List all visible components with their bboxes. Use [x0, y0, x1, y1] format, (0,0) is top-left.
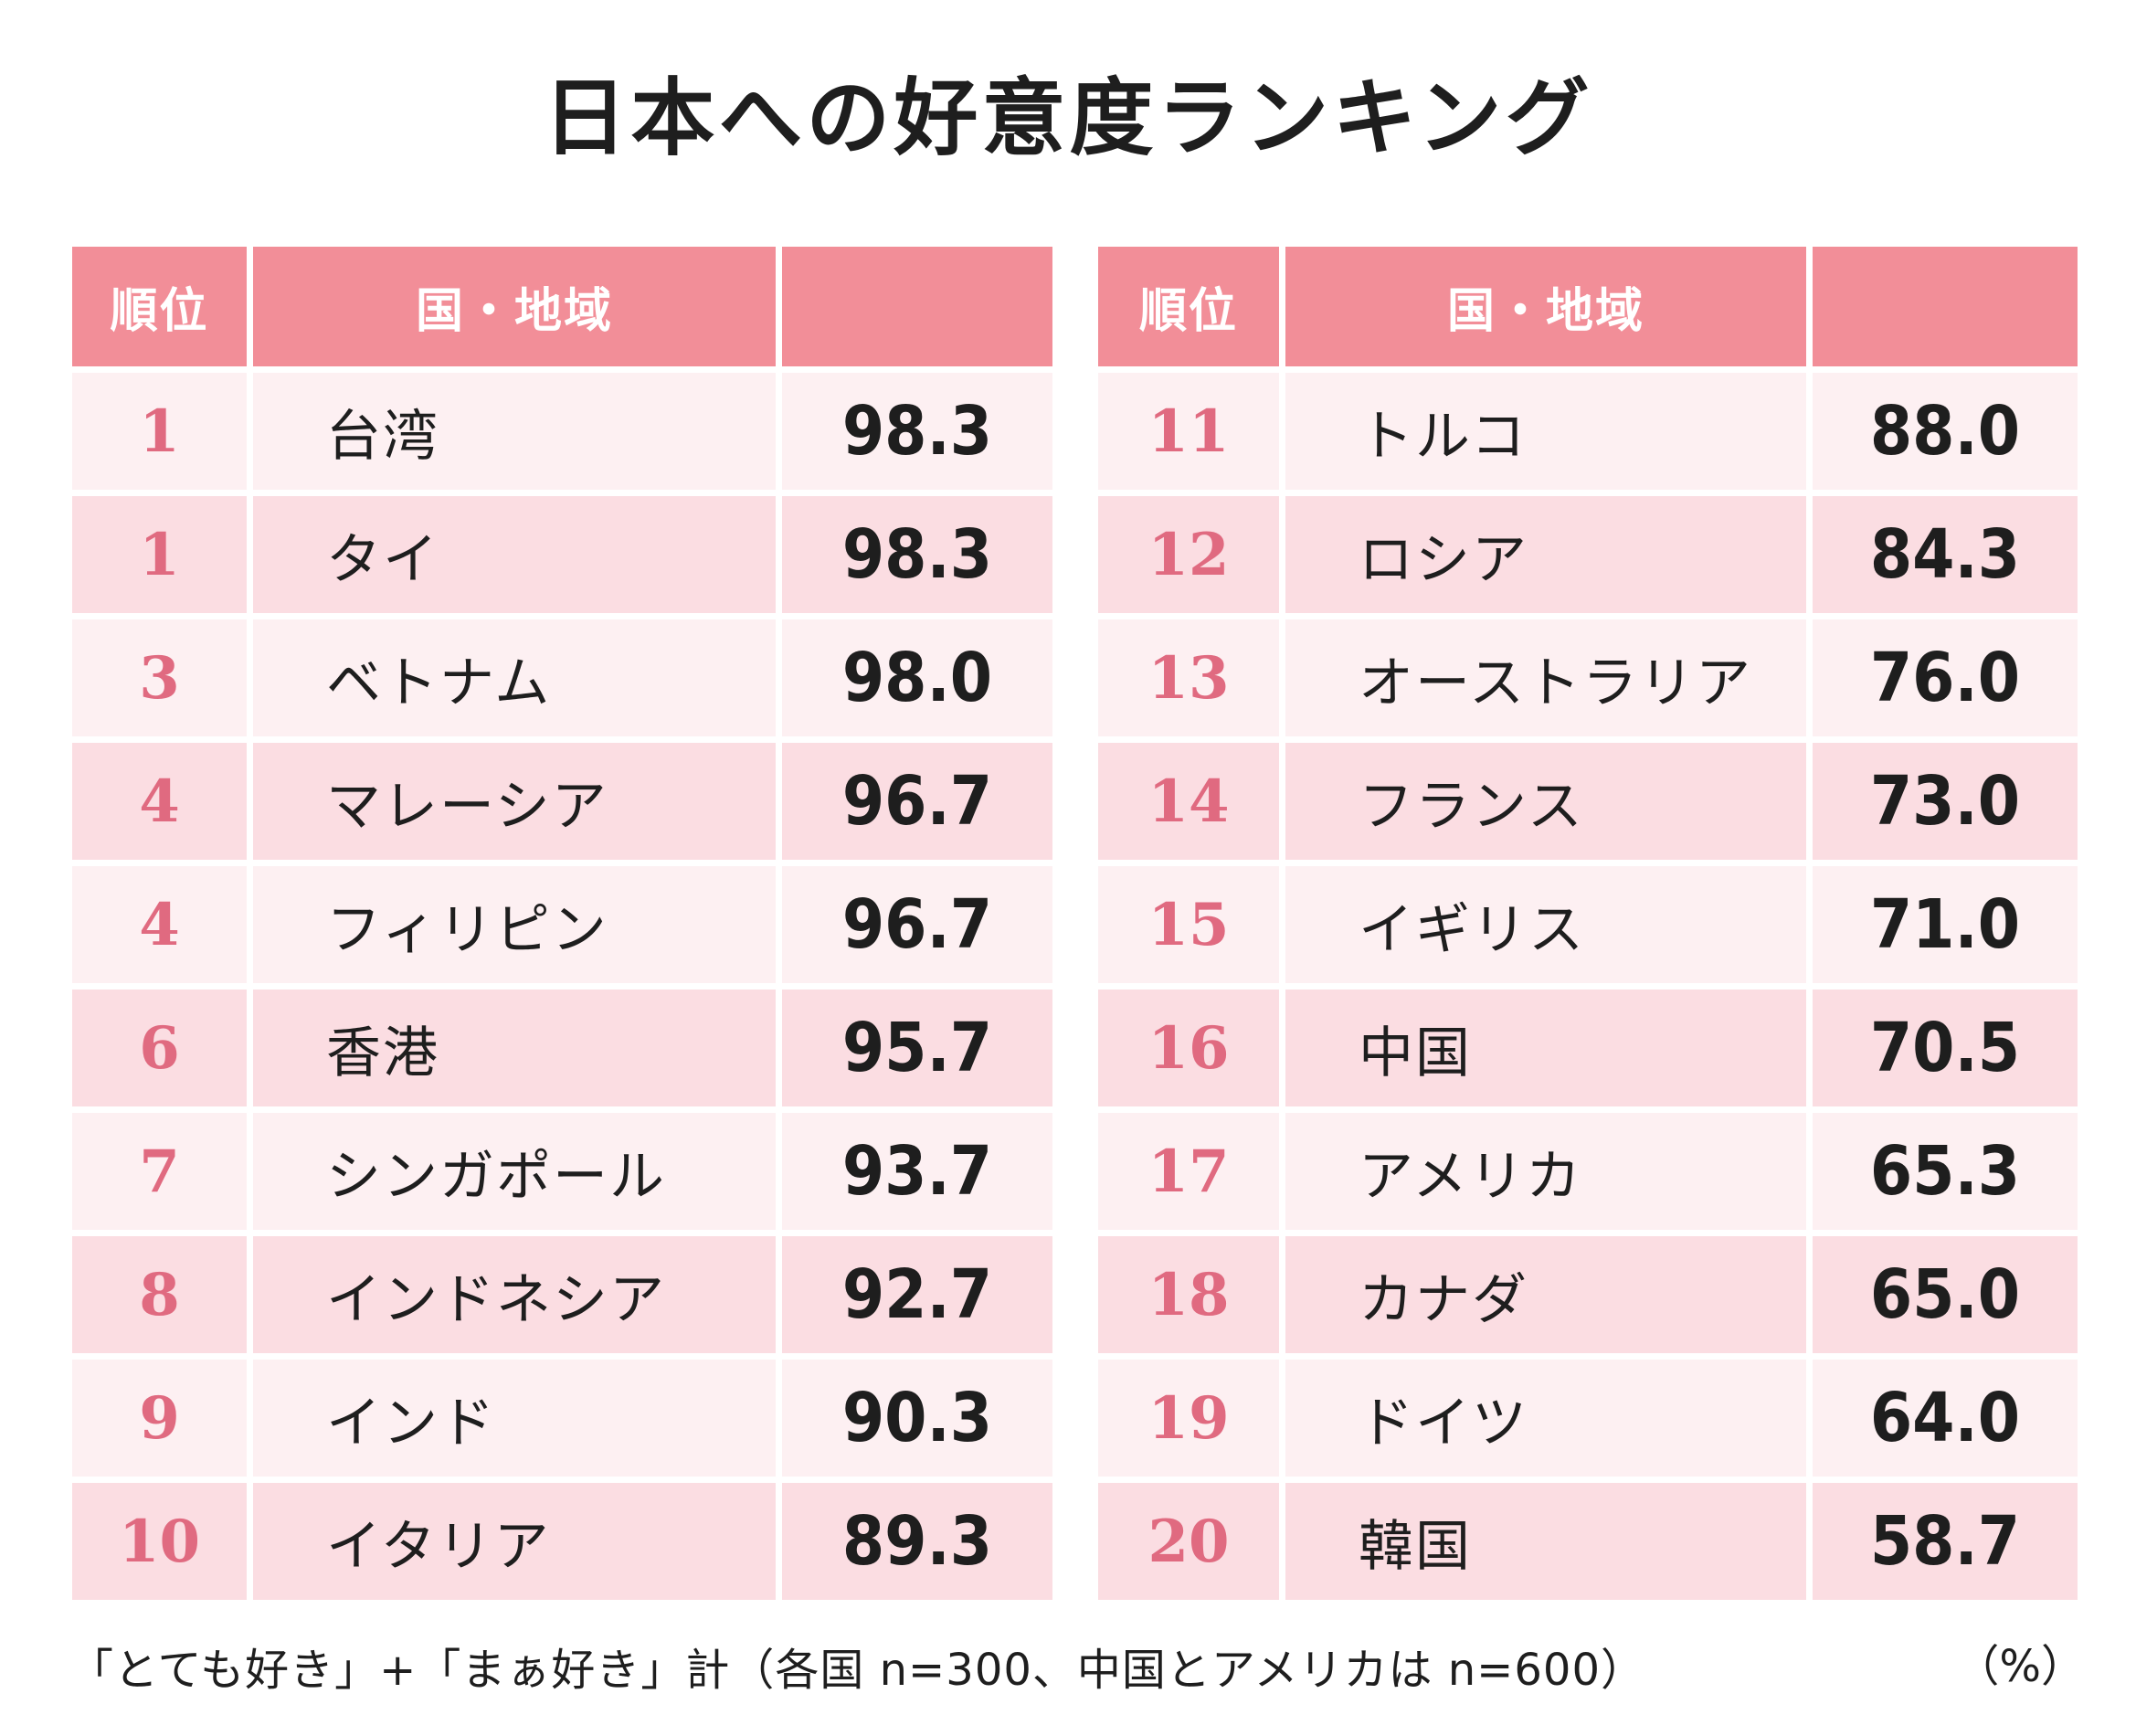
- rank-cell: 18: [1098, 1236, 1279, 1353]
- rank-cell: 17: [1098, 1113, 1279, 1230]
- value-cell: 92.7: [782, 1236, 1052, 1353]
- rank-cell: 4: [72, 866, 247, 983]
- footnote: 「とても好き」+「まぁ好き」計（各国 n=300、中国とアメリカは n=600）: [69, 1645, 1646, 1696]
- value-cell: 93.7: [782, 1113, 1052, 1230]
- ranking-table-left: 順位 国・地域 1 台湾 98.3 1 タイ 98.3 3 ベトナム 98.0 4 マレーシア 96.…: [66, 240, 1059, 1606]
- value-cell: 70.5: [1813, 990, 2078, 1106]
- value-cell: 90.3: [782, 1360, 1052, 1477]
- country-cell: ドイツ: [1285, 1360, 1806, 1477]
- ranking-table-right: 順位 国・地域 11 トルコ 88.0 12 ロシア 84.3 13 オーストラリア 76.0 1…: [1092, 240, 2084, 1606]
- value-cell: 98.3: [782, 373, 1052, 490]
- rank-cell: 12: [1098, 496, 1279, 613]
- rank-cell: 13: [1098, 619, 1279, 736]
- header-value: [782, 247, 1052, 366]
- rank-cell: 6: [72, 990, 247, 1106]
- rank-cell: 9: [72, 1360, 247, 1477]
- country-cell: ベトナム: [253, 619, 776, 736]
- table-row: 9 インド 90.3: [72, 1360, 1052, 1477]
- rank-cell: 16: [1098, 990, 1279, 1106]
- table-row: 19 ドイツ 64.0: [1098, 1360, 2078, 1477]
- value-cell: 73.0: [1813, 743, 2078, 860]
- table-header-row: 順位 国・地域: [72, 247, 1052, 366]
- unit-label: （%）: [1955, 1641, 2085, 1692]
- table-row: 8 インドネシア 92.7: [72, 1236, 1052, 1353]
- country-cell: カナダ: [1285, 1236, 1806, 1353]
- rank-cell: 11: [1098, 373, 1279, 490]
- country-cell: タイ: [253, 496, 776, 613]
- table-row: 12 ロシア 84.3: [1098, 496, 2078, 613]
- table-row: 18 カナダ 65.0: [1098, 1236, 2078, 1353]
- table-row: 14 フランス 73.0: [1098, 743, 2078, 860]
- country-cell: 香港: [253, 990, 776, 1106]
- value-cell: 71.0: [1813, 866, 2078, 983]
- value-cell: 64.0: [1813, 1360, 2078, 1477]
- country-cell: フィリピン: [253, 866, 776, 983]
- value-cell: 96.7: [782, 866, 1052, 983]
- country-cell: アメリカ: [1285, 1113, 1806, 1230]
- value-cell: 98.0: [782, 619, 1052, 736]
- value-cell: 65.3: [1813, 1113, 2078, 1230]
- header-rank: 順位: [72, 247, 247, 366]
- country-cell: マレーシア: [253, 743, 776, 860]
- rank-cell: 3: [72, 619, 247, 736]
- value-cell: 58.7: [1813, 1483, 2078, 1600]
- rank-cell: 19: [1098, 1360, 1279, 1477]
- value-cell: 89.3: [782, 1483, 1052, 1600]
- country-cell: 台湾: [253, 373, 776, 490]
- header-country: 国・地域: [1285, 247, 1806, 366]
- table-row: 6 香港 95.7: [72, 990, 1052, 1106]
- country-cell: イタリア: [253, 1483, 776, 1600]
- country-cell: インドネシア: [253, 1236, 776, 1353]
- rank-cell: 1: [72, 373, 247, 490]
- value-cell: 95.7: [782, 990, 1052, 1106]
- country-cell: インド: [253, 1360, 776, 1477]
- table-row: 10 イタリア 89.3: [72, 1483, 1052, 1600]
- country-cell: イギリス: [1285, 866, 1806, 983]
- country-cell: トルコ: [1285, 373, 1806, 490]
- country-cell: シンガポール: [253, 1113, 776, 1230]
- rank-cell: 10: [72, 1483, 247, 1600]
- country-cell: 韓国: [1285, 1483, 1806, 1600]
- table-row: 11 トルコ 88.0: [1098, 373, 2078, 490]
- country-cell: フランス: [1285, 743, 1806, 860]
- table-row: 1 タイ 98.3: [72, 496, 1052, 613]
- value-cell: 96.7: [782, 743, 1052, 860]
- value-cell: 65.0: [1813, 1236, 2078, 1353]
- table-row: 1 台湾 98.3: [72, 373, 1052, 490]
- table-row: 13 オーストラリア 76.0: [1098, 619, 2078, 736]
- table-row: 17 アメリカ 65.3: [1098, 1113, 2078, 1230]
- country-cell: オーストラリア: [1285, 619, 1806, 736]
- table-row: 20 韓国 58.7: [1098, 1483, 2078, 1600]
- country-cell: ロシア: [1285, 496, 1806, 613]
- value-cell: 84.3: [1813, 496, 2078, 613]
- table-row: 7 シンガポール 93.7: [72, 1113, 1052, 1230]
- table-row: 16 中国 70.5: [1098, 990, 2078, 1106]
- header-value: [1813, 247, 2078, 366]
- rank-cell: 20: [1098, 1483, 1279, 1600]
- table-header-row: 順位 国・地域: [1098, 247, 2078, 366]
- rank-cell: 14: [1098, 743, 1279, 860]
- header-rank: 順位: [1098, 247, 1279, 366]
- table-row: 4 マレーシア 96.7: [72, 743, 1052, 860]
- table-row: 4 フィリピン 96.7: [72, 866, 1052, 983]
- rank-cell: 4: [72, 743, 247, 860]
- table-row: 15 イギリス 71.0: [1098, 866, 2078, 983]
- rank-cell: 15: [1098, 866, 1279, 983]
- rank-cell: 8: [72, 1236, 247, 1353]
- value-cell: 98.3: [782, 496, 1052, 613]
- chart-title: 日本への好意度ランキング: [543, 69, 1593, 167]
- table-row: 3 ベトナム 98.0: [72, 619, 1052, 736]
- value-cell: 88.0: [1813, 373, 2078, 490]
- country-cell: 中国: [1285, 990, 1806, 1106]
- header-country: 国・地域: [253, 247, 776, 366]
- rank-cell: 7: [72, 1113, 247, 1230]
- value-cell: 76.0: [1813, 619, 2078, 736]
- rank-cell: 1: [72, 496, 247, 613]
